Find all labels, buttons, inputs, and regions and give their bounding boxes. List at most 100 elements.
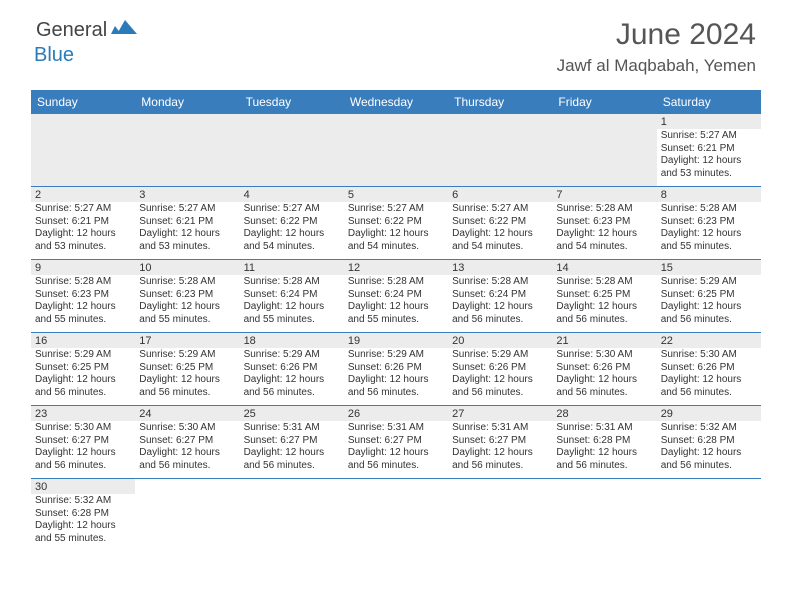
day-number: 18 [240,333,344,348]
calendar-cell: 21Sunrise: 5:30 AMSunset: 6:26 PMDayligh… [552,333,656,405]
calendar-cell: 26Sunrise: 5:31 AMSunset: 6:27 PMDayligh… [344,406,448,478]
calendar-cell: 24Sunrise: 5:30 AMSunset: 6:27 PMDayligh… [135,406,239,478]
day-details: Sunrise: 5:28 AMSunset: 6:23 PMDaylight:… [135,275,239,329]
calendar-cell-empty [31,114,135,186]
day-number: 11 [240,260,344,275]
day-header: Friday [552,90,656,114]
day-details: Sunrise: 5:28 AMSunset: 6:24 PMDaylight:… [344,275,448,329]
location-text: Jawf al Maqbabah, Yemen [557,56,756,76]
day-header: Sunday [31,90,135,114]
day-details: Sunrise: 5:28 AMSunset: 6:23 PMDaylight:… [31,275,135,329]
calendar-cell: 28Sunrise: 5:31 AMSunset: 6:28 PMDayligh… [552,406,656,478]
day-number: 14 [552,260,656,275]
day-header: Thursday [448,90,552,114]
calendar-cell: 23Sunrise: 5:30 AMSunset: 6:27 PMDayligh… [31,406,135,478]
day-details: Sunrise: 5:32 AMSunset: 6:28 PMDaylight:… [657,421,761,475]
calendar-cell: 1Sunrise: 5:27 AMSunset: 6:21 PMDaylight… [657,114,761,186]
calendar-cell-empty [448,114,552,186]
day-details: Sunrise: 5:30 AMSunset: 6:27 PMDaylight:… [135,421,239,475]
day-details: Sunrise: 5:29 AMSunset: 6:26 PMDaylight:… [240,348,344,402]
calendar-cell: 19Sunrise: 5:29 AMSunset: 6:26 PMDayligh… [344,333,448,405]
day-number: 29 [657,406,761,421]
day-number: 23 [31,406,135,421]
calendar-cell: 14Sunrise: 5:28 AMSunset: 6:25 PMDayligh… [552,260,656,332]
calendar-cell: 16Sunrise: 5:29 AMSunset: 6:25 PMDayligh… [31,333,135,405]
month-title: June 2024 [557,18,756,52]
logo-flag-icon [111,18,137,34]
calendar-cell: 27Sunrise: 5:31 AMSunset: 6:27 PMDayligh… [448,406,552,478]
logo-text-blue: Blue [34,44,74,66]
calendar-cell: 5Sunrise: 5:27 AMSunset: 6:22 PMDaylight… [344,187,448,259]
day-number: 4 [240,187,344,202]
day-details: Sunrise: 5:27 AMSunset: 6:22 PMDaylight:… [240,202,344,256]
day-details: Sunrise: 5:31 AMSunset: 6:28 PMDaylight:… [552,421,656,475]
calendar-cell-empty [448,479,552,551]
day-details: Sunrise: 5:30 AMSunset: 6:27 PMDaylight:… [31,421,135,475]
calendar-cell-empty [344,114,448,186]
calendar-cell: 6Sunrise: 5:27 AMSunset: 6:22 PMDaylight… [448,187,552,259]
day-details: Sunrise: 5:29 AMSunset: 6:25 PMDaylight:… [31,348,135,402]
calendar-cell: 25Sunrise: 5:31 AMSunset: 6:27 PMDayligh… [240,406,344,478]
day-header: Wednesday [344,90,448,114]
day-header: Saturday [657,90,761,114]
day-number: 15 [657,260,761,275]
calendar-cell-empty [344,479,448,551]
day-details: Sunrise: 5:29 AMSunset: 6:26 PMDaylight:… [448,348,552,402]
logo-text-general: General [36,19,107,42]
day-details: Sunrise: 5:29 AMSunset: 6:26 PMDaylight:… [344,348,448,402]
day-details: Sunrise: 5:32 AMSunset: 6:28 PMDaylight:… [31,494,135,548]
day-details: Sunrise: 5:27 AMSunset: 6:22 PMDaylight:… [344,202,448,256]
calendar-cell: 7Sunrise: 5:28 AMSunset: 6:23 PMDaylight… [552,187,656,259]
day-number: 8 [657,187,761,202]
calendar-row: 1Sunrise: 5:27 AMSunset: 6:21 PMDaylight… [31,114,761,187]
day-number: 21 [552,333,656,348]
day-number: 30 [31,479,135,494]
day-details: Sunrise: 5:29 AMSunset: 6:25 PMDaylight:… [657,275,761,329]
calendar-cell: 3Sunrise: 5:27 AMSunset: 6:21 PMDaylight… [135,187,239,259]
day-details: Sunrise: 5:28 AMSunset: 6:23 PMDaylight:… [657,202,761,256]
calendar: SundayMondayTuesdayWednesdayThursdayFrid… [31,90,761,551]
calendar-cell: 8Sunrise: 5:28 AMSunset: 6:23 PMDaylight… [657,187,761,259]
calendar-cell: 2Sunrise: 5:27 AMSunset: 6:21 PMDaylight… [31,187,135,259]
calendar-row: 9Sunrise: 5:28 AMSunset: 6:23 PMDaylight… [31,260,761,333]
day-details: Sunrise: 5:30 AMSunset: 6:26 PMDaylight:… [657,348,761,402]
calendar-cell: 4Sunrise: 5:27 AMSunset: 6:22 PMDaylight… [240,187,344,259]
day-details: Sunrise: 5:27 AMSunset: 6:22 PMDaylight:… [448,202,552,256]
day-number: 27 [448,406,552,421]
day-number: 22 [657,333,761,348]
day-number: 16 [31,333,135,348]
calendar-cell: 13Sunrise: 5:28 AMSunset: 6:24 PMDayligh… [448,260,552,332]
day-number: 7 [552,187,656,202]
calendar-cell: 15Sunrise: 5:29 AMSunset: 6:25 PMDayligh… [657,260,761,332]
calendar-cell: 29Sunrise: 5:32 AMSunset: 6:28 PMDayligh… [657,406,761,478]
logo: General [36,18,137,42]
header: General June 2024 Jawf al Maqbabah, Yeme… [0,0,792,84]
day-number: 1 [657,114,761,129]
day-header: Monday [135,90,239,114]
day-number: 28 [552,406,656,421]
calendar-cell: 9Sunrise: 5:28 AMSunset: 6:23 PMDaylight… [31,260,135,332]
day-number: 6 [448,187,552,202]
day-details: Sunrise: 5:27 AMSunset: 6:21 PMDaylight:… [657,129,761,183]
day-number: 17 [135,333,239,348]
title-block: June 2024 Jawf al Maqbabah, Yemen [557,18,756,76]
day-details: Sunrise: 5:31 AMSunset: 6:27 PMDaylight:… [344,421,448,475]
day-number: 5 [344,187,448,202]
calendar-cell: 17Sunrise: 5:29 AMSunset: 6:25 PMDayligh… [135,333,239,405]
day-number: 2 [31,187,135,202]
day-number: 24 [135,406,239,421]
calendar-body: 1Sunrise: 5:27 AMSunset: 6:21 PMDaylight… [31,114,761,551]
day-details: Sunrise: 5:30 AMSunset: 6:26 PMDaylight:… [552,348,656,402]
calendar-cell-empty [135,114,239,186]
calendar-row: 2Sunrise: 5:27 AMSunset: 6:21 PMDaylight… [31,187,761,260]
day-number: 25 [240,406,344,421]
day-number: 20 [448,333,552,348]
calendar-row: 30Sunrise: 5:32 AMSunset: 6:28 PMDayligh… [31,479,761,551]
calendar-cell-empty [552,479,656,551]
day-details: Sunrise: 5:27 AMSunset: 6:21 PMDaylight:… [31,202,135,256]
day-details: Sunrise: 5:31 AMSunset: 6:27 PMDaylight:… [240,421,344,475]
day-details: Sunrise: 5:29 AMSunset: 6:25 PMDaylight:… [135,348,239,402]
day-details: Sunrise: 5:27 AMSunset: 6:21 PMDaylight:… [135,202,239,256]
calendar-cell: 11Sunrise: 5:28 AMSunset: 6:24 PMDayligh… [240,260,344,332]
day-details: Sunrise: 5:28 AMSunset: 6:24 PMDaylight:… [240,275,344,329]
